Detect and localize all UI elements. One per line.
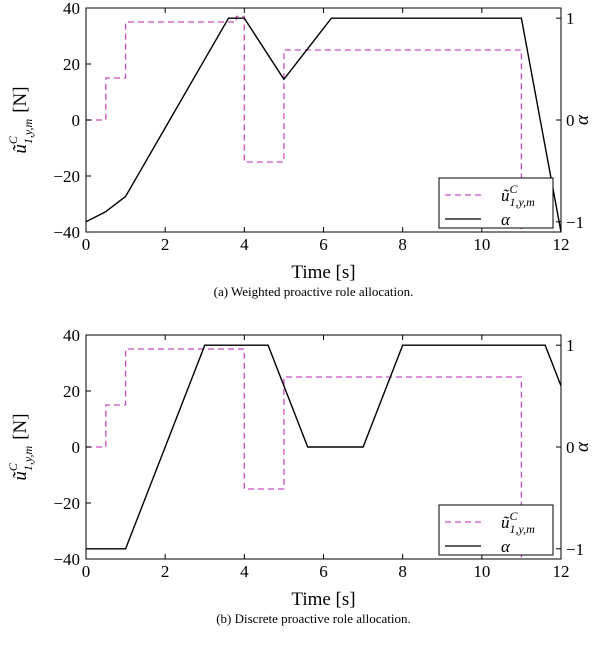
y-tick-label-left: −20	[53, 167, 80, 186]
x-tick-label: 12	[553, 562, 570, 581]
legend-box	[438, 504, 554, 556]
y-tick-label-left: 40	[63, 0, 80, 18]
y-tick-label-left: 20	[63, 382, 80, 401]
series-line-alpha	[86, 17, 561, 232]
series-line-u	[86, 15, 523, 232]
x-tick-label: 6	[319, 235, 328, 254]
x-tick-label: 2	[161, 235, 170, 254]
x-tick-label: 0	[82, 235, 91, 254]
legend-label: ũC 1,y,m	[501, 182, 535, 209]
y-tick-label-left: 40	[63, 326, 80, 345]
figure-caption: (a) Weighted proactive role allocation.	[214, 284, 414, 299]
legend-label: α	[501, 537, 511, 556]
chart-panel-a: 0 2 4 6 8 10 12 −40 −20 0 20 40 −1 0 1 Time [s] ũC1,y,m[…	[6, 0, 593, 299]
x-tick-label: 10	[473, 235, 490, 254]
legend-box	[438, 177, 554, 229]
x-tick-label: 0	[82, 562, 91, 581]
y-tick-label-left: −20	[53, 494, 80, 513]
y-axis-label-right: α	[572, 114, 593, 125]
x-tick-label: 4	[240, 562, 249, 581]
y-tick-label-left: −40	[53, 550, 80, 569]
x-tick-label: 10	[473, 562, 490, 581]
figure-caption: (b) Discrete proactive role allocation.	[216, 611, 411, 626]
y-tick-label-right: 0	[566, 438, 575, 457]
y-tick-label-left: −40	[53, 223, 80, 242]
x-tick-label: 2	[161, 562, 170, 581]
y-tick-label-left: 0	[72, 111, 81, 130]
y-axis-label-left: ũC1,y,m[N]	[6, 413, 35, 480]
x-tick-label: 6	[319, 562, 328, 581]
y-tick-label-left: 0	[72, 438, 81, 457]
y-tick-label-right: 1	[566, 336, 575, 355]
y-tick-label-right: 1	[566, 9, 575, 28]
y-tick-label-left: 20	[63, 55, 80, 74]
x-tick-label: 8	[398, 562, 407, 581]
x-tick-label: 4	[240, 235, 249, 254]
y-tick-label-right: 0	[566, 111, 575, 130]
x-tick-label: 8	[398, 235, 407, 254]
legend: ũC 1,y,mα	[438, 177, 554, 229]
x-tick-label: 12	[553, 235, 570, 254]
x-axis-label: Time [s]	[291, 589, 355, 610]
legend-label: α	[501, 210, 511, 229]
x-axis-label: Time [s]	[291, 262, 355, 283]
legend-label: ũC 1,y,m	[501, 509, 535, 536]
y-axis-label-left: ũC1,y,m[N]	[6, 86, 35, 153]
legend: ũC 1,y,mα	[438, 504, 554, 556]
chart-panel-b: 0 2 4 6 8 10 12 −40 −20 0 20 40 −1 0 1 Time [s] ũC1,y,m[…	[6, 326, 593, 626]
y-axis-label-right: α	[572, 441, 593, 452]
y-tick-label-right: −1	[566, 540, 584, 559]
y-tick-label-right: −1	[566, 213, 584, 232]
series-line-alpha	[86, 344, 561, 550]
